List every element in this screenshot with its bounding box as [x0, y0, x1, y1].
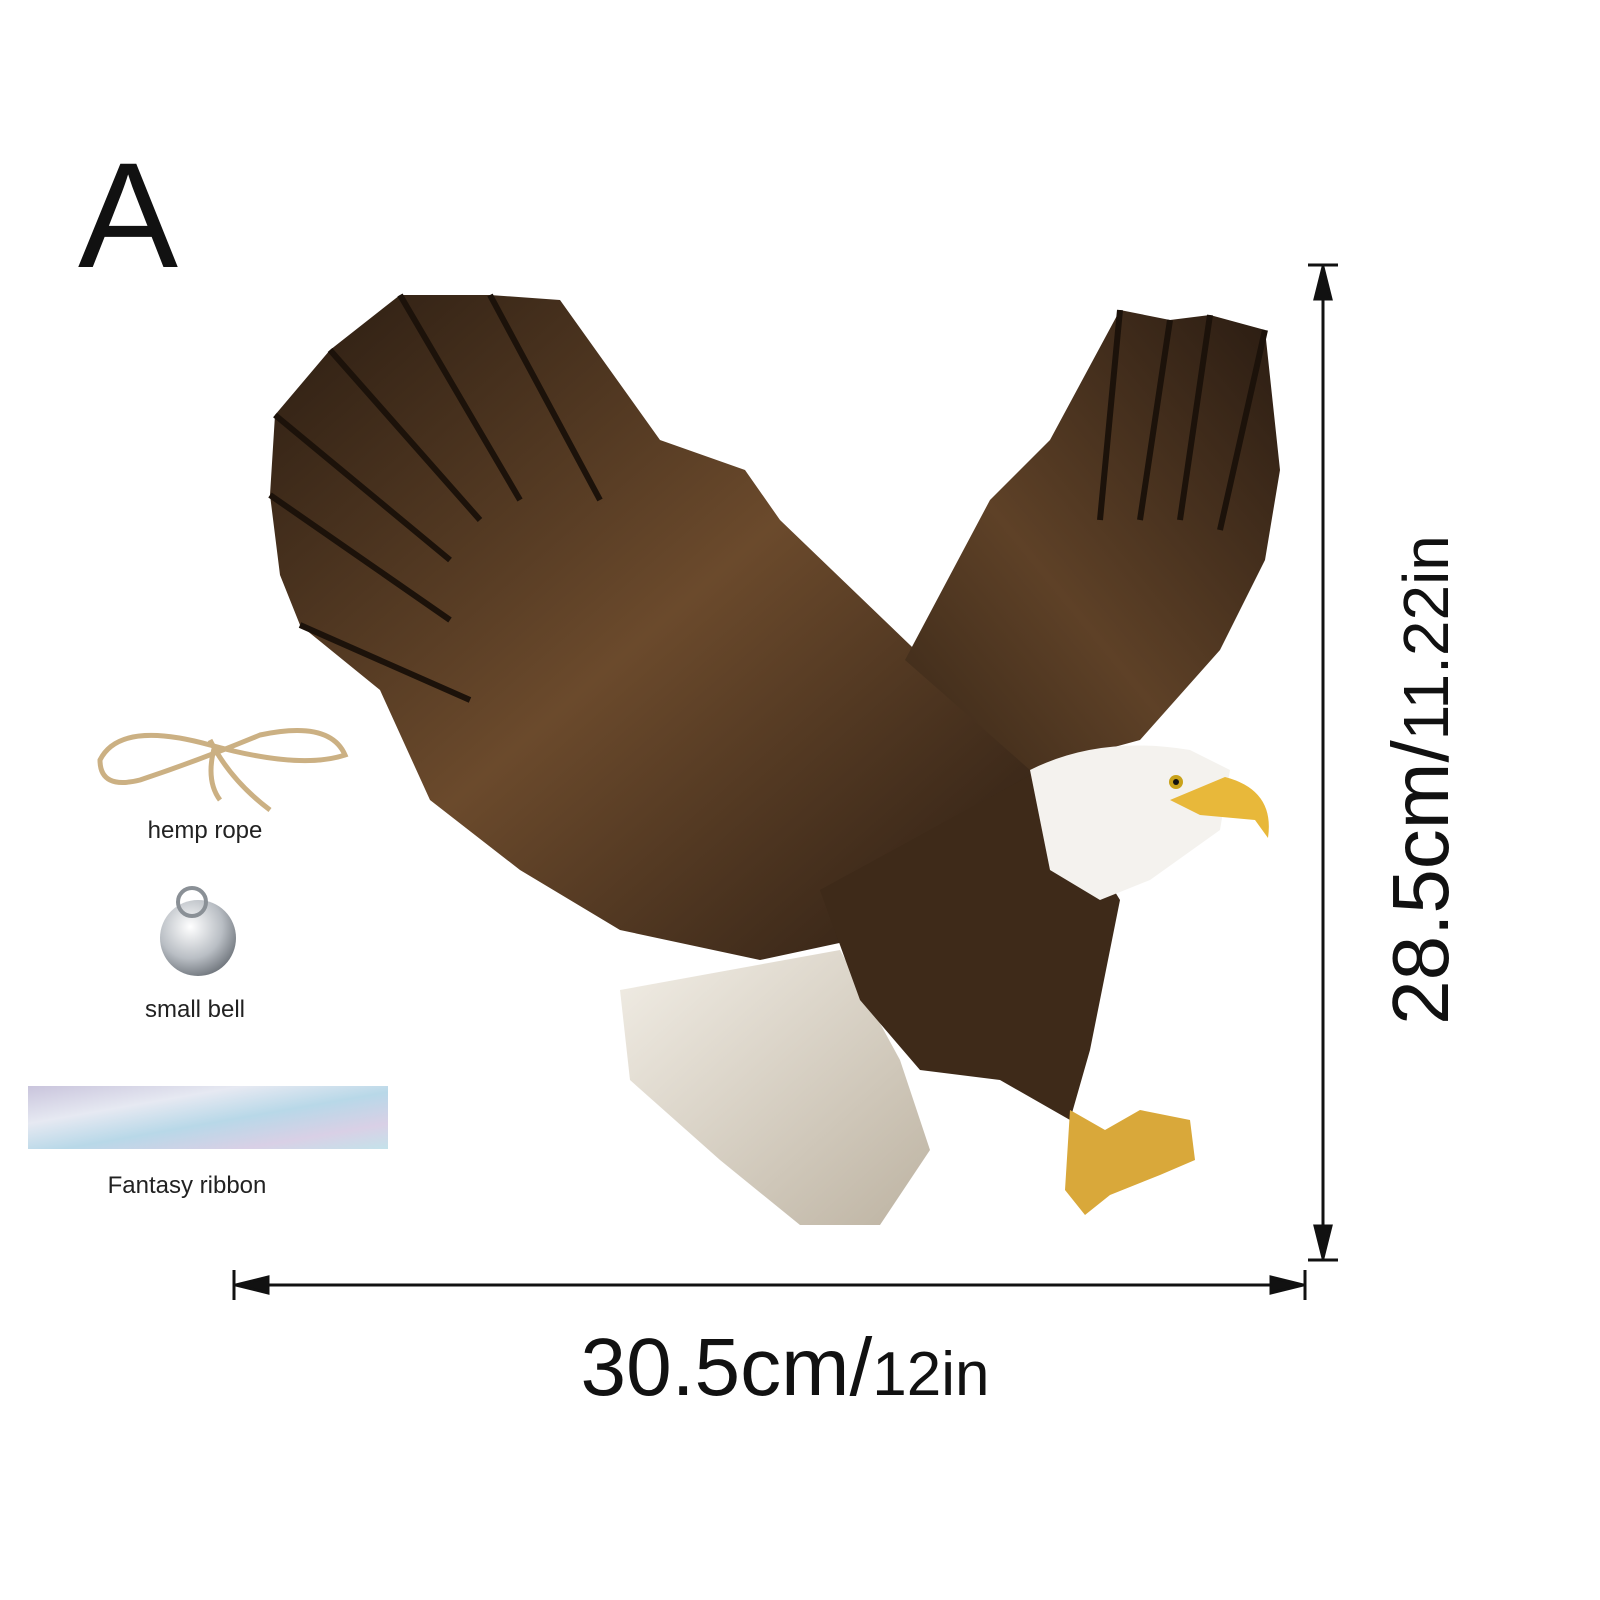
fantasy-ribbon-image: [28, 1086, 388, 1149]
height-metric: 28.5cm/: [1376, 740, 1465, 1025]
dimension-arrows: [232, 263, 1338, 1300]
width-dimension: 30.5cm/12in: [581, 1322, 990, 1413]
accessory-label: Fantasy ribbon: [108, 1172, 267, 1199]
width-imperial: 12in: [872, 1340, 989, 1409]
variant-label: A: [78, 131, 178, 299]
eagle-illustration: [268, 293, 1280, 1225]
accessory-label: hemp rope: [148, 817, 263, 844]
height-imperial: 11.22in: [1390, 535, 1462, 740]
height-dimension: 28.5cm/11.22in: [1376, 535, 1465, 1025]
accessory-label: small bell: [145, 996, 245, 1023]
width-metric: 30.5cm/: [581, 1322, 873, 1413]
small-bell-image: [160, 886, 236, 976]
hemp-rope-image: [97, 728, 349, 812]
